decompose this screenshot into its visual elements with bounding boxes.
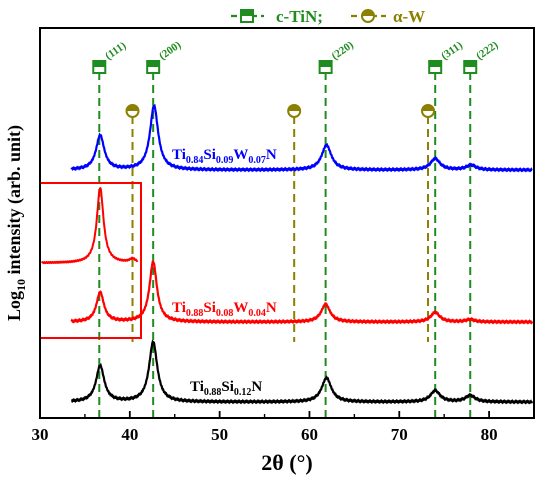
series-label-subscript: 0.07 [248, 155, 266, 166]
x-axis: 30 40 50 60 70 80 [32, 411, 498, 444]
series-label-3: Ti0.88Si0.12N [190, 379, 262, 398]
w-marker-fill [288, 105, 301, 111]
inset-pattern-line [40, 186, 139, 265]
y-axis-label-sub: 10 [14, 279, 28, 291]
tin-hkl-label: (200) [157, 39, 184, 63]
w-marker [421, 104, 436, 118]
y-axis-label-main: Log [4, 291, 24, 321]
legend-tin-marker-fill [241, 10, 253, 16]
tin-hkl-label: (222) [474, 39, 501, 63]
plot-frame [39, 27, 535, 419]
series-label-2: Ti0.88Si0.08W0.04N [172, 300, 277, 319]
y-axis-label: Log10 intensity (arb. unit) [4, 125, 28, 321]
series-label-text: Ti [190, 379, 204, 395]
x-tick-label: 30 [32, 425, 49, 444]
tin-marker-fill [429, 61, 442, 67]
tin-marker-fill [319, 61, 332, 67]
tin-marker-fill [147, 61, 160, 67]
x-tick-label: 50 [211, 425, 228, 444]
tin-marker-fill [93, 61, 106, 67]
series-label-subscript: 0.88 [186, 308, 204, 319]
pattern-line-2 [70, 260, 534, 325]
y-axis-label-rest: intensity (arb. unit) [4, 125, 25, 279]
x-tick-label: 40 [121, 425, 138, 444]
series-label-subscript: 0.12 [234, 387, 252, 398]
tin-hkl-label: (111) [103, 39, 129, 62]
x-axis-label: 2θ (°) [261, 450, 312, 475]
series-labels: Ti0.84Si0.09W0.07NTi0.88Si0.08W0.04NTi0.… [172, 147, 277, 398]
x-tick-label: 70 [391, 425, 408, 444]
series-label-text: N [251, 379, 262, 395]
series-label-text: Si [221, 379, 234, 395]
tin-marker [428, 60, 443, 74]
series-label-text: Ti [172, 300, 186, 316]
series-label-text: N [266, 147, 277, 163]
w-marker [125, 104, 140, 118]
w-marker [287, 104, 302, 118]
series-label-subscript: 0.09 [216, 155, 234, 166]
series-label-subscript: 0.84 [186, 155, 204, 166]
series-label-text: Ti [172, 147, 186, 163]
tin-hkl-label: (220) [329, 39, 356, 63]
series-label-text: Si [203, 300, 216, 316]
tin-hkl-label: (311) [439, 39, 465, 62]
pattern-line-3 [70, 339, 534, 405]
series-label-1: Ti0.84Si0.09W0.07N [172, 147, 277, 166]
tin-marker-fill [464, 61, 477, 67]
tin-marker [92, 60, 107, 74]
x-tick-label: 60 [301, 425, 318, 444]
legend-tin-label: c-TiN; [276, 7, 323, 26]
series-layer [70, 103, 534, 405]
series-label-text: W [233, 147, 248, 163]
series-label-subscript: 0.04 [248, 308, 266, 319]
w-marker-fill [126, 105, 139, 111]
legend: c-TiN; α-W [231, 7, 425, 26]
series-label-text: N [266, 300, 277, 316]
tin-marker [146, 60, 161, 74]
legend-w-label: α-W [393, 7, 425, 26]
pattern-line-1 [70, 103, 533, 173]
series-label-subscript: 0.88 [204, 387, 222, 398]
series-label-text: Si [203, 147, 216, 163]
series-label-subscript: 0.08 [216, 308, 234, 319]
w-marker-fill [422, 105, 435, 111]
tin-marker [463, 60, 478, 74]
legend-w-marker-fill [362, 10, 374, 16]
x-tick-label: 80 [481, 425, 498, 444]
series-label-text: W [233, 300, 248, 316]
tin-marker [318, 60, 333, 74]
reference-lines-layer [98, 72, 472, 418]
